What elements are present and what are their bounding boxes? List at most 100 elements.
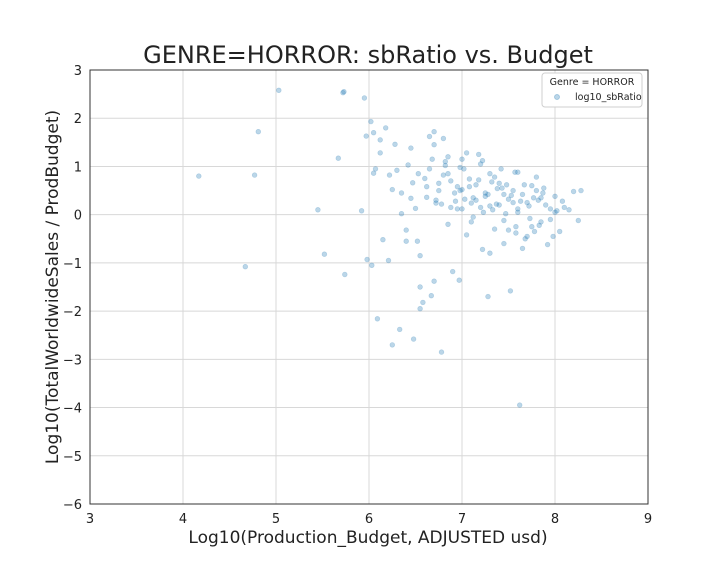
data-point xyxy=(452,198,459,204)
data-point xyxy=(448,178,454,184)
data-point xyxy=(428,293,434,299)
data-point xyxy=(463,150,470,156)
data-point xyxy=(466,176,473,182)
data-point xyxy=(410,180,416,186)
data-point xyxy=(412,205,419,212)
data-point xyxy=(482,193,488,200)
data-point xyxy=(389,342,395,348)
data-point xyxy=(403,227,409,233)
data-point xyxy=(529,224,535,230)
data-point xyxy=(470,214,476,220)
data-point xyxy=(575,217,581,224)
data-point xyxy=(454,206,461,212)
legend-title: Genre = HORROR xyxy=(550,77,635,88)
data-point xyxy=(440,172,447,178)
data-point xyxy=(487,203,493,209)
data-point xyxy=(499,185,505,191)
data-point xyxy=(503,211,509,217)
data-point xyxy=(417,306,423,312)
data-point xyxy=(508,192,514,199)
data-point xyxy=(364,256,370,263)
data-point xyxy=(438,201,445,207)
data-point xyxy=(487,171,493,177)
data-point xyxy=(510,199,516,206)
data-point xyxy=(405,162,411,168)
data-point xyxy=(370,170,377,176)
data-point xyxy=(570,188,577,195)
data-point xyxy=(468,200,474,206)
data-point xyxy=(442,158,448,165)
data-point xyxy=(451,190,458,196)
data-point xyxy=(496,180,502,187)
data-point xyxy=(515,209,521,216)
y-tick-label: −1 xyxy=(63,257,82,272)
data-point xyxy=(462,196,468,202)
chart-title: GENRE=HORROR: sbRatio vs. Budget xyxy=(143,41,593,69)
data-point xyxy=(524,199,530,206)
y-tick-label: −5 xyxy=(63,450,82,465)
data-point xyxy=(392,141,398,148)
data-point xyxy=(501,191,507,198)
x-tick-label: 3 xyxy=(86,512,94,527)
data-point xyxy=(410,336,417,342)
data-point xyxy=(433,200,439,206)
data-point xyxy=(507,288,514,294)
data-point xyxy=(479,246,486,253)
data-point xyxy=(466,184,473,190)
data-point xyxy=(342,271,348,278)
data-point xyxy=(431,142,437,148)
data-point xyxy=(501,217,507,224)
data-point xyxy=(479,158,486,164)
data-point xyxy=(519,191,526,198)
data-point xyxy=(368,118,374,125)
data-point xyxy=(498,166,504,172)
data-point xyxy=(417,253,423,259)
data-point xyxy=(431,278,437,284)
data-point xyxy=(457,164,463,171)
data-point xyxy=(398,211,405,217)
data-point xyxy=(442,162,448,169)
data-point xyxy=(420,299,426,306)
data-point xyxy=(340,89,346,96)
legend: Genre = HORROR log10_sbRatio xyxy=(541,72,643,108)
x-axis-label: Log10(Production_Budget, ADJUSTED usd) xyxy=(188,528,547,548)
x-tick-label: 9 xyxy=(644,512,652,527)
y-tick-label: 0 xyxy=(74,209,82,224)
data-point xyxy=(473,182,479,188)
y-tick-label: −4 xyxy=(63,402,82,417)
data-point xyxy=(463,232,470,238)
data-point xyxy=(454,184,461,190)
data-point xyxy=(515,169,521,175)
data-point xyxy=(426,166,433,172)
data-point xyxy=(510,187,516,194)
y-axis-label: Log10(TotalWorldwideSales / ProdBudget) xyxy=(43,110,63,464)
data-point xyxy=(448,204,454,211)
data-point xyxy=(559,198,566,204)
data-point xyxy=(459,186,465,193)
data-point xyxy=(535,197,541,203)
data-point xyxy=(438,349,445,355)
data-point xyxy=(456,277,462,283)
data-point xyxy=(433,197,439,203)
data-point xyxy=(374,316,381,322)
data-point xyxy=(459,206,465,212)
data-point xyxy=(491,174,498,180)
data-point xyxy=(431,129,437,135)
data-point xyxy=(517,198,524,204)
data-point xyxy=(505,227,512,233)
data-point xyxy=(566,207,572,213)
y-tick-label: 3 xyxy=(74,64,82,79)
data-point xyxy=(251,172,258,178)
data-point xyxy=(341,88,347,95)
data-point xyxy=(276,87,282,94)
data-point xyxy=(513,224,519,230)
data-point xyxy=(531,228,538,235)
data-point xyxy=(476,177,482,183)
x-tick-label: 7 xyxy=(458,512,466,527)
data-point xyxy=(459,156,465,162)
data-point xyxy=(540,190,546,196)
data-point xyxy=(394,167,400,174)
data-point xyxy=(485,293,491,300)
data-point xyxy=(554,208,560,214)
